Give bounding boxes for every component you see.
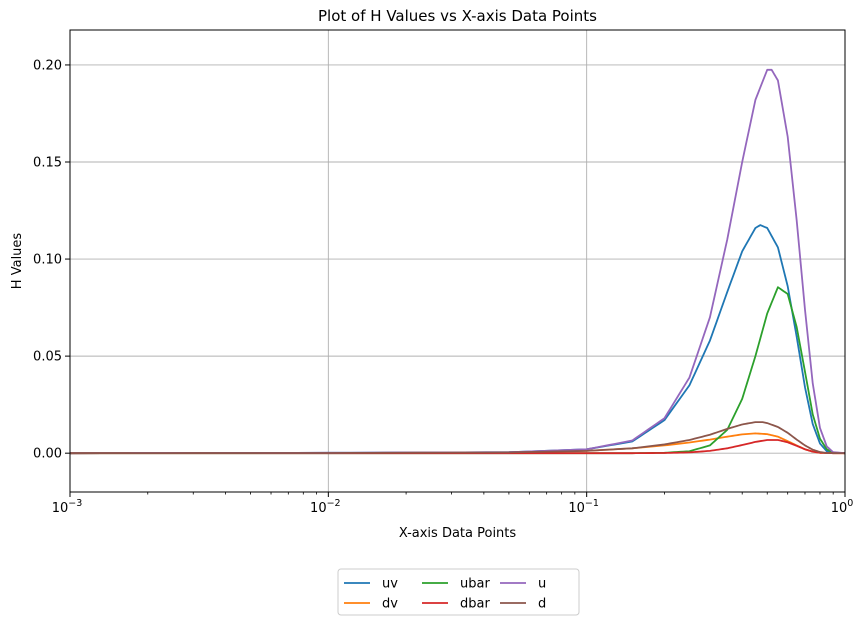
plot-area — [69, 68, 846, 455]
series-line-dbar — [70, 439, 845, 455]
y-tick-label: 0.05 — [33, 350, 62, 365]
x-axis: 10−3 10−2 10−1 100 — [52, 492, 854, 516]
y-tick-label: 0.10 — [33, 253, 62, 268]
x-tick-label: 10−1 — [568, 498, 599, 516]
legend: uv dv ubar dbar ud — [337, 568, 580, 616]
y-axis-label: H Values — [10, 233, 25, 290]
y-tick-label: 0.20 — [33, 58, 62, 73]
series-line-d — [69, 421, 846, 455]
y-tick-label: 0.15 — [33, 156, 62, 171]
legend-label-dbar: dbar — [460, 597, 490, 612]
x-axis-label: X-axis Data Points — [399, 526, 517, 541]
legend-label-ubar: ubar — [460, 577, 490, 592]
plot-frame — [69, 29, 846, 493]
y-tick-label: 0.00 — [33, 447, 62, 462]
x-tick-label: 10−3 — [52, 498, 83, 516]
legend-label-dv: dv — [382, 597, 398, 612]
x-tick-label: 100 — [831, 498, 854, 516]
series-line-u — [69, 68, 846, 455]
y-axis: 0.00 0.05 0.10 0.15 0.20 — [33, 58, 70, 462]
legend-label-d: d — [538, 597, 546, 612]
chart-title: Plot of H Values vs X-axis Data Points — [318, 7, 597, 25]
legend-label-uv: uv — [382, 577, 398, 592]
legend-label-u: u — [538, 577, 546, 592]
x-tick-label: 10−2 — [310, 498, 341, 516]
grid — [69, 30, 846, 492]
series-line-dv — [69, 432, 845, 455]
